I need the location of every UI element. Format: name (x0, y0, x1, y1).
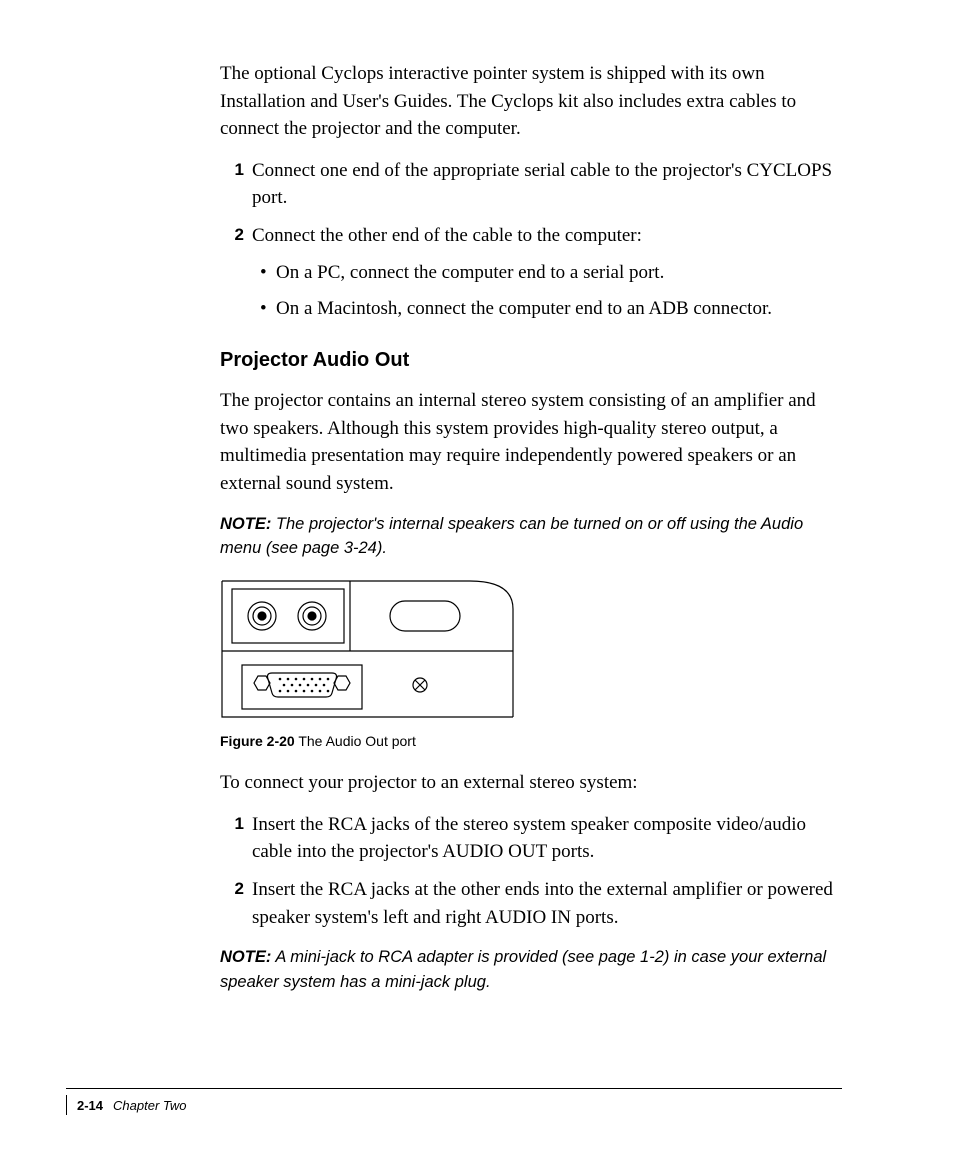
sub-bullet-text: On a PC, connect the computer end to a s… (276, 259, 842, 287)
step-number: 1 (220, 811, 252, 866)
connect-steps: 1 Insert the RCA jacks of the stereo sys… (220, 811, 842, 931)
section-heading-audio-out: Projector Audio Out (220, 346, 842, 375)
sub-bullet-pc: • On a PC, connect the computer end to a… (260, 259, 842, 287)
note-1: NOTE: The projector's internal speakers … (220, 512, 842, 562)
connect-intro-paragraph: To connect your projector to an external… (220, 769, 842, 797)
connect-step-2: 2 Insert the RCA jacks at the other ends… (220, 876, 842, 931)
chapter-name: Chapter Two (113, 1098, 186, 1113)
intro-paragraph: The optional Cyclops interactive pointer… (220, 60, 842, 143)
step-text: Connect one end of the appropriate seria… (252, 157, 842, 212)
note-label: NOTE: (220, 948, 271, 966)
page-footer: 2-14 Chapter Two (66, 1088, 842, 1115)
step-number: 2 (220, 876, 252, 931)
sub-bullet-text: On a Macintosh, connect the computer end… (276, 295, 842, 323)
step-text: Connect the other end of the cable to th… (252, 222, 842, 250)
step-number: 1 (220, 157, 252, 212)
footer-content: 2-14 Chapter Two (66, 1095, 842, 1115)
note-text: The projector's internal speakers can be… (220, 515, 803, 558)
audio-port-diagram-icon (220, 579, 520, 719)
figure-caption: Figure 2-20 The Audio Out port (220, 731, 842, 751)
sub-bullet-mac: • On a Macintosh, connect the computer e… (260, 295, 842, 323)
note-2: NOTE: A mini-jack to RCA adapter is prov… (220, 945, 842, 995)
sub-bullets: • On a PC, connect the computer end to a… (220, 259, 842, 322)
step-text: Insert the RCA jacks at the other ends i… (252, 876, 842, 931)
step-number: 2 (220, 222, 252, 250)
cyclops-steps: 1 Connect one end of the appropriate ser… (220, 157, 842, 323)
figure-audio-out-port (220, 579, 842, 719)
step-text: Insert the RCA jacks of the stereo syste… (252, 811, 842, 866)
connect-step-1: 1 Insert the RCA jacks of the stereo sys… (220, 811, 842, 866)
step-2: 2 Connect the other end of the cable to … (220, 222, 842, 250)
note-label: NOTE: (220, 515, 271, 533)
bullet-icon: • (260, 259, 276, 287)
bullet-icon: • (260, 295, 276, 323)
note-text: A mini-jack to RCA adapter is provided (… (220, 948, 826, 991)
step-1: 1 Connect one end of the appropriate ser… (220, 157, 842, 212)
figure-caption-text: The Audio Out port (295, 733, 416, 749)
figure-label: Figure 2-20 (220, 733, 295, 749)
document-page: The optional Cyclops interactive pointer… (0, 0, 954, 995)
audio-paragraph: The projector contains an internal stere… (220, 387, 842, 497)
page-number: 2-14 (77, 1098, 103, 1113)
